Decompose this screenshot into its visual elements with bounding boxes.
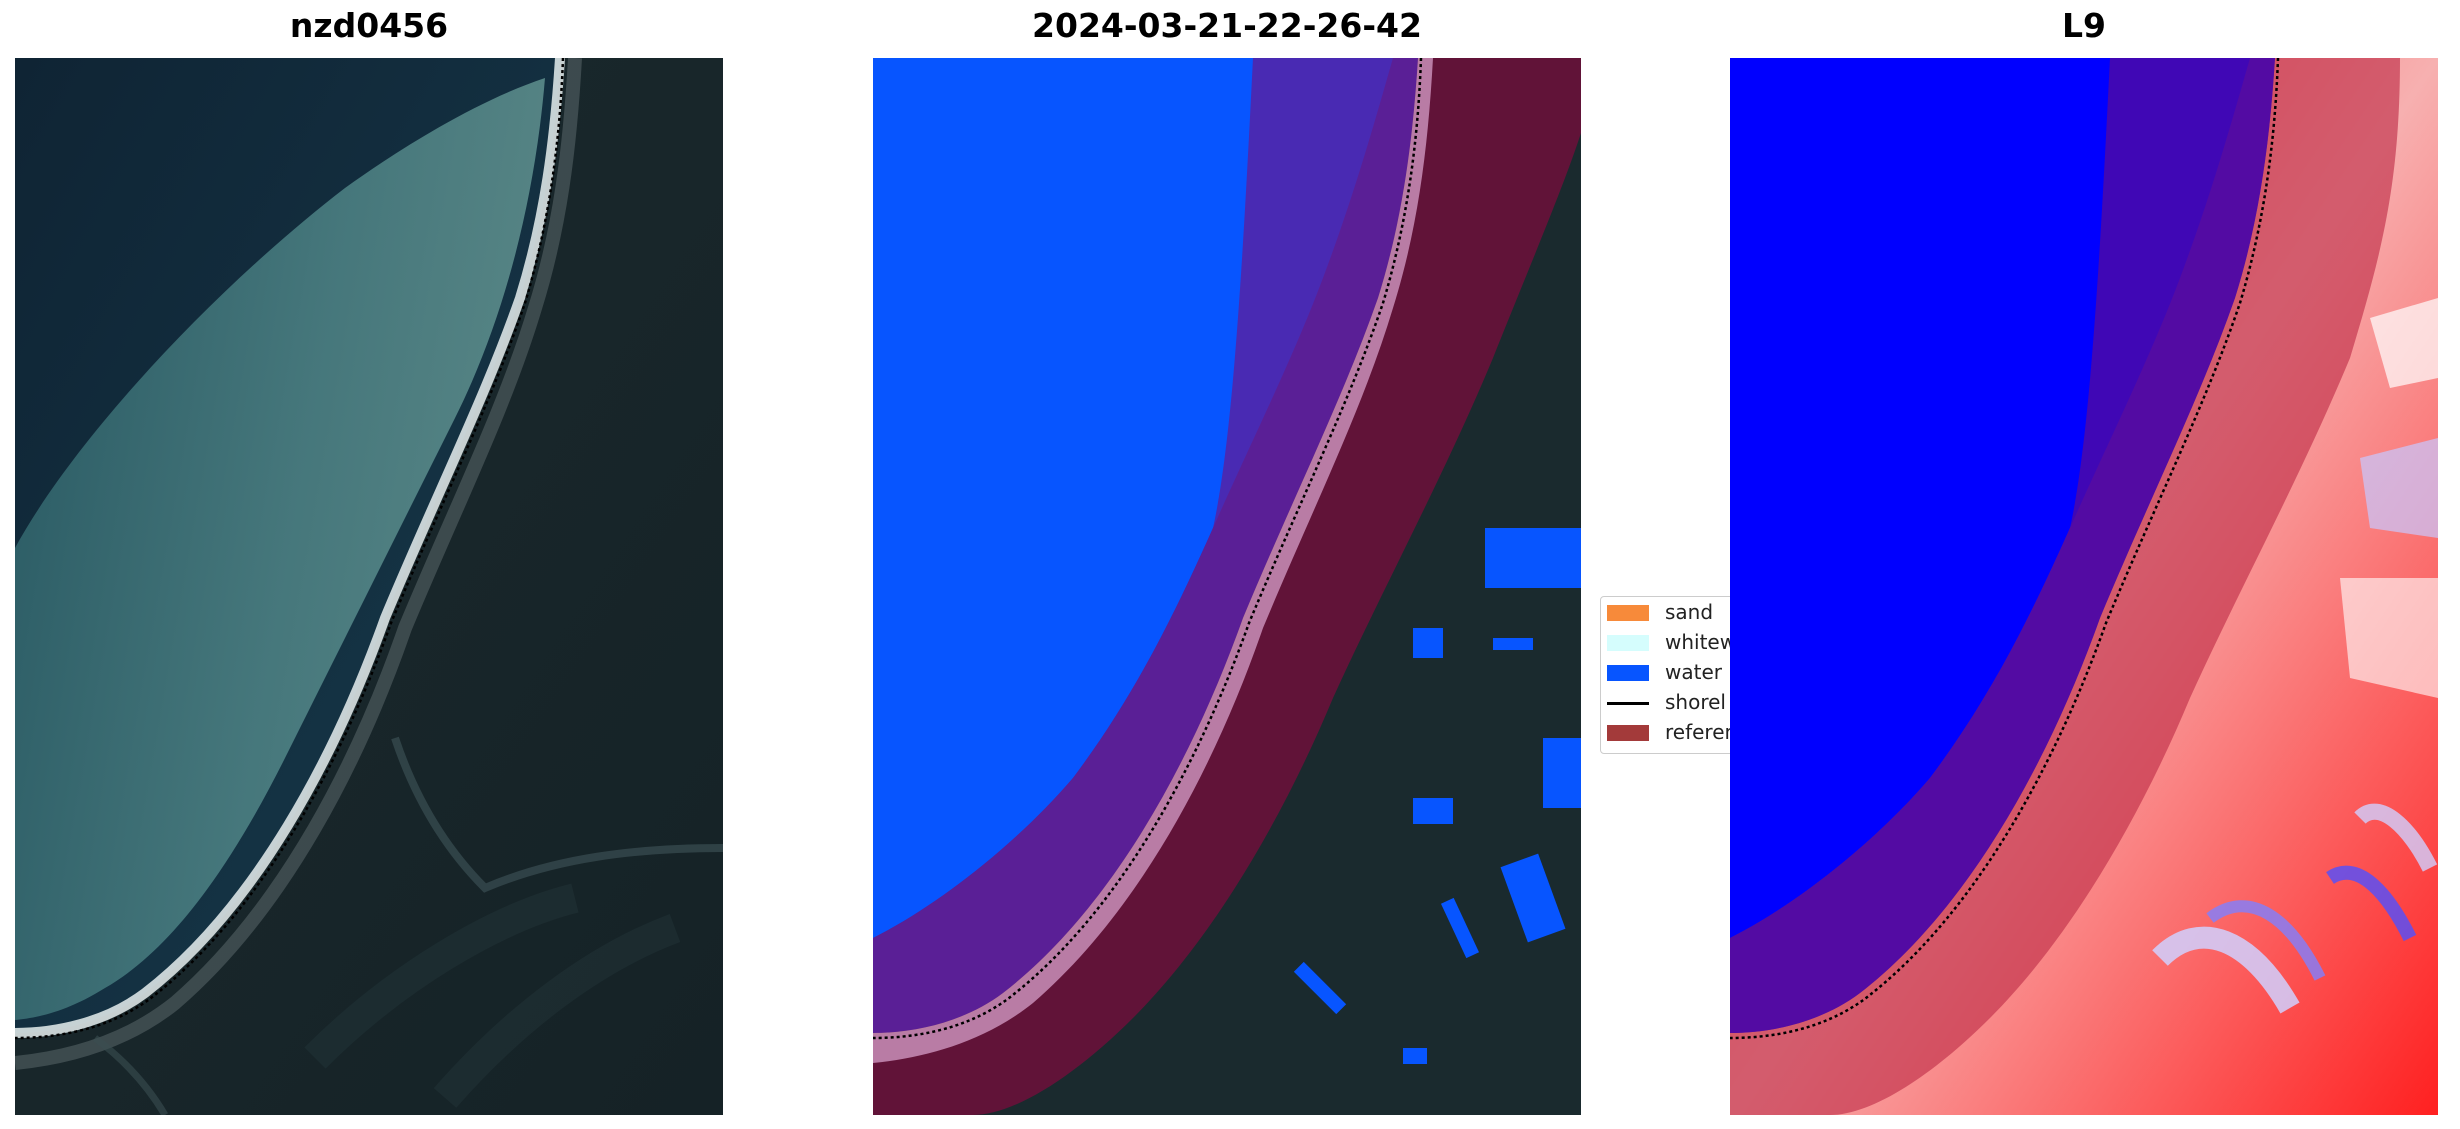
legend-item-whitewater: whitew [1601, 627, 1741, 657]
panel-title: nzd0456 [289, 6, 449, 45]
legend-item-reference: referen [1601, 717, 1741, 747]
legend-swatch-water [1607, 665, 1649, 681]
legend-label: whitew [1665, 630, 1737, 654]
legend-label: referen [1665, 720, 1738, 744]
index-image [1730, 58, 2438, 1115]
legend-item-water: water [1601, 657, 1741, 687]
legend-item-shoreline: shorel [1601, 687, 1741, 717]
legend-label: water [1665, 660, 1722, 684]
legend-label: shorel [1665, 690, 1726, 714]
panel-title: L9 [2062, 6, 2106, 45]
classification-image [873, 58, 1581, 1115]
rgb-satellite-image [15, 58, 723, 1115]
legend-line-shoreline [1607, 702, 1649, 705]
legend-item-sand: sand [1601, 597, 1741, 627]
legend-swatch-whitewater [1607, 635, 1649, 651]
legend: sand whitew water shorel referen [1600, 596, 1742, 754]
panel-title: 2024-03-21-22-26-42 [1032, 6, 1422, 45]
legend-swatch-sand [1607, 605, 1649, 621]
legend-swatch-reference [1607, 725, 1649, 741]
legend-label: sand [1665, 600, 1714, 624]
